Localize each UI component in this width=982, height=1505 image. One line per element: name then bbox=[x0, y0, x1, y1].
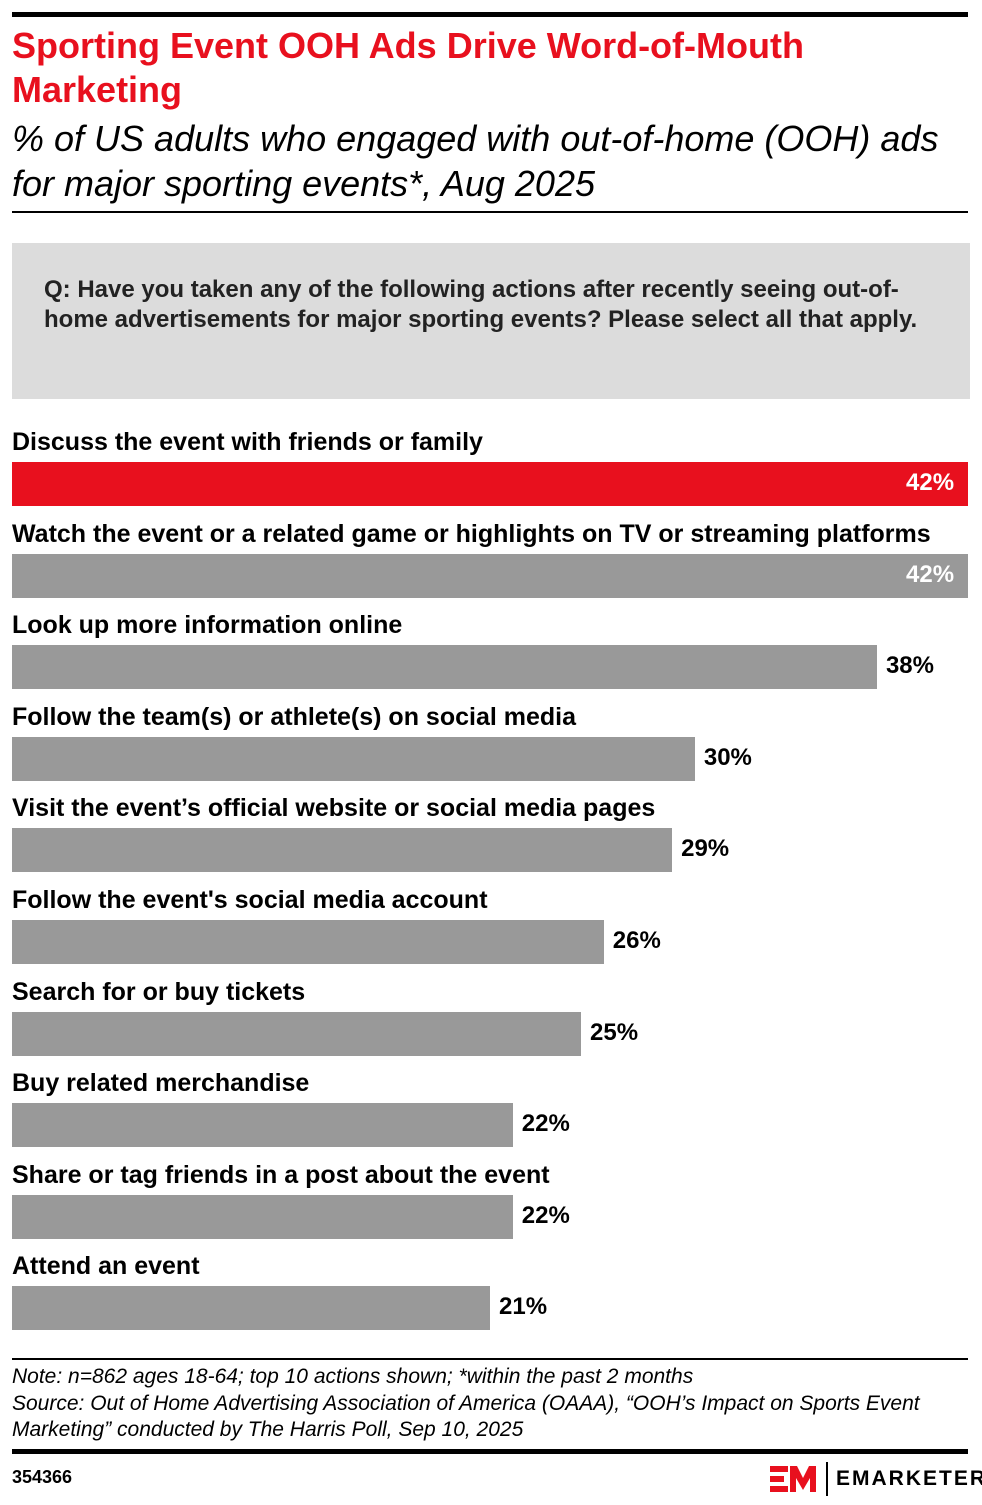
chart-id: 354366 bbox=[12, 1467, 73, 1487]
logo-separator bbox=[826, 1462, 828, 1496]
category-label: Look up more information online bbox=[12, 611, 403, 640]
note-text: Note: n=862 ages 18-64; top 10 actions s… bbox=[12, 1365, 694, 1388]
value-label: 22% bbox=[521, 1201, 570, 1229]
em-logo-icon bbox=[770, 1466, 816, 1492]
bar bbox=[12, 1103, 513, 1148]
divider bbox=[12, 1358, 968, 1360]
bar bbox=[12, 1194, 513, 1239]
value-label: 30% bbox=[703, 743, 752, 771]
value-label: 21% bbox=[499, 1293, 548, 1321]
bar bbox=[12, 462, 968, 506]
bar bbox=[12, 553, 968, 598]
question-text: Q: Have you taken any of the following a… bbox=[44, 276, 918, 333]
bar bbox=[12, 736, 695, 781]
bar bbox=[12, 920, 604, 964]
category-label: Share or tag friends in a post about the… bbox=[12, 1160, 550, 1189]
category-label: Follow the event's social media account bbox=[12, 886, 488, 914]
category-label: Discuss the event with friends or family bbox=[12, 428, 483, 456]
bar bbox=[12, 645, 877, 690]
bar-chart: Discuss the event with friends or family… bbox=[0, 420, 982, 1340]
value-label: 42% bbox=[906, 560, 955, 588]
value-label: 25% bbox=[590, 1018, 639, 1046]
category-label: Buy related merchandise bbox=[12, 1069, 310, 1098]
value-label: 42% bbox=[906, 469, 955, 496]
bar bbox=[12, 1286, 490, 1331]
chart-subtitle: % of US adults who engaged with out-of-h… bbox=[12, 118, 939, 204]
footnote: Note: n=862 ages 18-64; top 10 actions s… bbox=[12, 1364, 968, 1444]
source-text: Source: Out of Home Advertising Associat… bbox=[12, 1391, 920, 1442]
bar bbox=[12, 1011, 582, 1056]
category-label: Follow the team(s) or athlete(s) on soci… bbox=[12, 702, 576, 731]
value-label: 22% bbox=[521, 1110, 570, 1138]
divider bbox=[12, 211, 968, 213]
question-box: Q: Have you taken any of the following a… bbox=[12, 243, 970, 399]
bar bbox=[12, 828, 673, 873]
logo-wordmark: EMARKETER bbox=[836, 1467, 982, 1490]
category-label: Attend an event bbox=[12, 1252, 200, 1281]
value-label: 26% bbox=[612, 927, 661, 954]
bottom-rule bbox=[12, 1449, 968, 1454]
value-label: 29% bbox=[681, 835, 730, 863]
top-rule bbox=[12, 12, 968, 17]
value-label: 38% bbox=[885, 652, 934, 680]
category-label: Visit the event’s official website or so… bbox=[12, 794, 656, 823]
emarketer-logo: EMARKETER bbox=[770, 1462, 982, 1496]
category-label: Watch the event or a related game or hig… bbox=[12, 519, 931, 548]
category-label: Search for or buy tickets bbox=[12, 977, 306, 1006]
chart-title: Sporting Event OOH Ads Drive Word-of-Mou… bbox=[12, 25, 804, 110]
